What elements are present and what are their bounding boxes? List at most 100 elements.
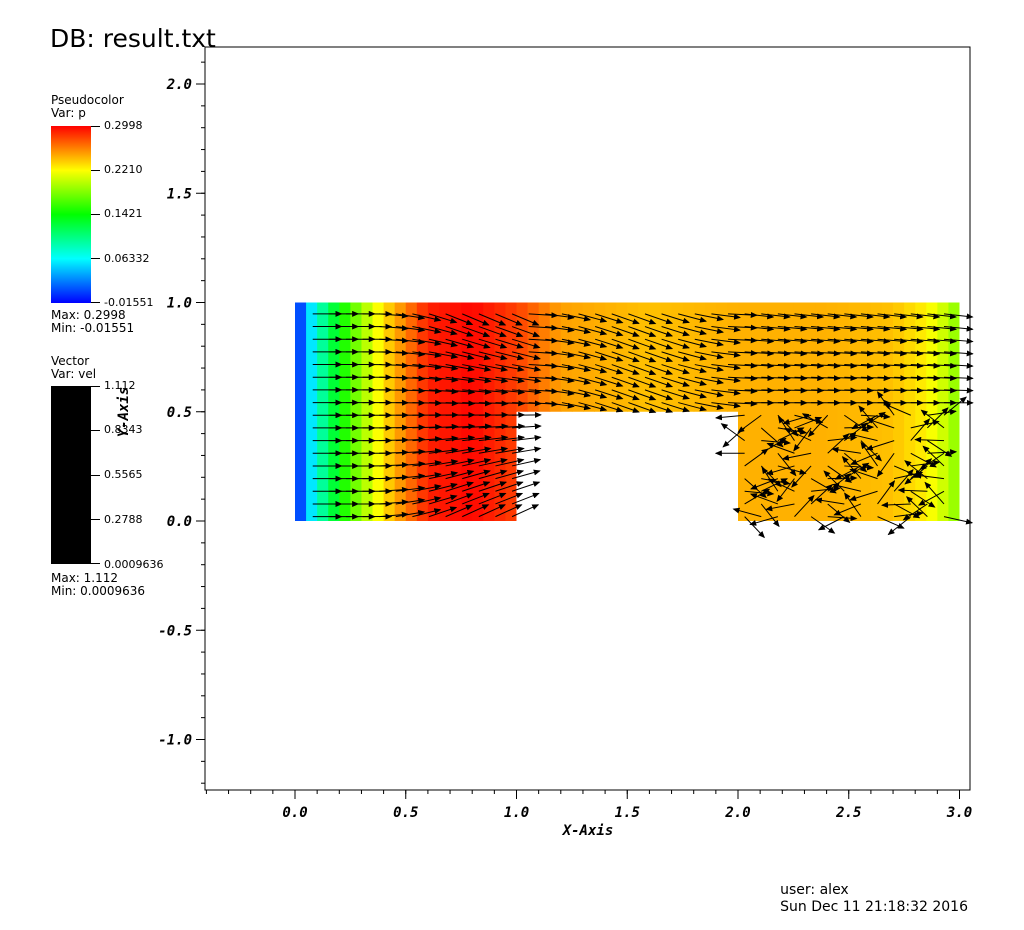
velocity-vector: [511, 338, 541, 349]
velocity-vector: [860, 375, 891, 382]
velocity-vector: [910, 452, 937, 468]
velocity-vector: [766, 442, 795, 454]
velocity-vector: [910, 313, 941, 320]
velocity-vector: [927, 325, 958, 332]
velocity-vector: [865, 417, 895, 429]
velocity-vector: [728, 362, 758, 369]
velocity-vector: [860, 441, 878, 467]
velocity-vector: [794, 375, 825, 382]
velocity-vector: [395, 461, 426, 467]
velocity-vector: [694, 313, 725, 322]
velocity-vector: [860, 338, 891, 345]
pseudocolor-tick-label: 0.2210: [104, 163, 143, 176]
velocity-vector: [761, 325, 791, 332]
velocity-vector: [462, 400, 493, 407]
velocity-vector: [791, 465, 812, 488]
velocity-vector: [827, 313, 858, 320]
velocity-vector: [545, 364, 575, 371]
velocity-vector: [924, 481, 945, 505]
velocity-vector: [811, 362, 841, 369]
velocity-vector: [737, 414, 762, 433]
velocity-vector: [511, 364, 542, 372]
plot-frame: [204, 46, 971, 791]
pressure-cell: [516, 302, 529, 521]
velocity-vector: [462, 434, 492, 442]
velocity-vector: [694, 338, 725, 347]
pressure-cell: [483, 302, 495, 521]
velocity-vector: [511, 313, 540, 326]
pseudocolor-tick-mark: [91, 258, 100, 259]
velocity-vector: [841, 455, 862, 479]
velocity-vector: [711, 338, 741, 346]
velocity-vector: [877, 350, 908, 357]
velocity-vector: [545, 351, 575, 358]
velocity-vector: [495, 504, 523, 518]
velocity-vector: [849, 490, 878, 501]
velocity-vector: [827, 433, 850, 454]
velocity-vector: [807, 414, 829, 438]
velocity-vector: [545, 402, 575, 409]
velocity-vector: [849, 468, 878, 480]
velocity-vector: [428, 470, 459, 480]
velocity-vector: [744, 516, 765, 539]
velocity-vector: [711, 313, 741, 320]
velocity-vector: [462, 504, 490, 518]
velocity-vector: [428, 326, 458, 336]
pressure-cell: [926, 302, 938, 521]
velocity-vector: [495, 338, 524, 349]
velocity-vector: [728, 349, 758, 356]
velocity-vector: [495, 364, 525, 372]
pressure-cell: [715, 302, 728, 521]
velocity-vector: [412, 351, 442, 359]
velocity-vector: [395, 338, 426, 345]
pseudocolor-legend-title: Pseudocolor: [51, 93, 124, 107]
velocity-vector: [395, 436, 426, 443]
velocity-vector: [445, 504, 473, 518]
pressure-cell: [317, 302, 329, 521]
velocity-vector: [678, 364, 707, 374]
x-tick-label: 0.0: [282, 805, 307, 821]
velocity-vector: [794, 325, 825, 332]
vector-tick-label: 0.0009636: [104, 558, 164, 571]
velocity-vector: [445, 469, 475, 480]
velocity-vector: [728, 400, 758, 407]
velocity-vector: [611, 402, 640, 413]
velocity-vector: [744, 313, 775, 320]
y-tick-label: -1.0: [158, 733, 192, 749]
velocity-vector: [478, 400, 509, 407]
velocity-vector: [910, 338, 941, 345]
velocity-vector: [578, 364, 608, 374]
velocity-vector: [784, 428, 812, 442]
velocity-vector: [462, 423, 492, 430]
pressure-cell: [461, 302, 473, 521]
velocity-vector: [594, 376, 624, 388]
velocity-vector: [760, 503, 780, 528]
velocity-vector: [749, 493, 779, 505]
velocity-vector: [594, 313, 624, 324]
velocity-vector: [943, 362, 974, 369]
velocity-vector: [661, 389, 690, 400]
velocity-vector: [910, 362, 941, 369]
velocity-vector: [561, 338, 592, 347]
velocity-vector: [761, 375, 792, 382]
velocity-vector: [894, 350, 924, 357]
vector-max: Max: 1.112: [51, 571, 119, 585]
velocity-vector: [395, 313, 426, 321]
velocity-vector: [894, 362, 924, 369]
velocity-vector: [395, 375, 426, 382]
velocity-vector: [848, 432, 878, 442]
velocity-vector: [412, 388, 443, 395]
pseudocolor-tick-label: 0.06332: [104, 252, 150, 265]
velocity-vector: [883, 403, 911, 416]
velocity-vector: [876, 452, 895, 478]
velocity-vector: [495, 492, 524, 505]
velocity-vector: [910, 490, 936, 508]
velocity-vector: [594, 338, 624, 350]
velocity-vector: [919, 452, 945, 470]
velocity-vector: [844, 375, 875, 382]
velocity-vector: [578, 402, 608, 412]
velocity-vector: [428, 388, 459, 395]
velocity-vector: [512, 376, 542, 384]
velocity-vector: [611, 364, 640, 375]
velocity-vector: [611, 326, 640, 337]
